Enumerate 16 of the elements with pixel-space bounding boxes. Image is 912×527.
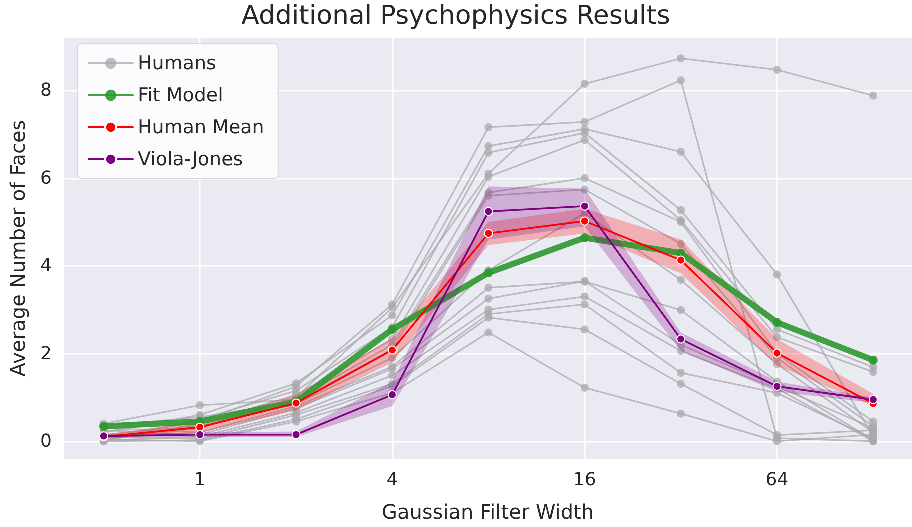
legend-label: Viola-Jones: [138, 148, 244, 170]
y-tick-label: 2: [40, 343, 52, 364]
x-tick-label: 64: [766, 470, 789, 490]
y-tick-label: 4: [40, 256, 52, 277]
y-axis-title: Average Number of Faces: [6, 120, 30, 377]
legend-label: Human Mean: [138, 116, 264, 138]
x-tick-label: 1: [194, 470, 206, 490]
y-tick-label: 8: [40, 80, 52, 102]
legend-label: Fit Model: [138, 84, 224, 106]
x-axis-title: Gaussian Filter Width: [382, 500, 594, 524]
y-tick-label: 0: [40, 430, 52, 452]
chart-title: Additional Psychophysics Results: [242, 1, 670, 31]
x-tick-label: 4: [386, 470, 398, 490]
legend-label: Humans: [138, 52, 216, 74]
x-tick-label: 16: [573, 470, 596, 490]
y-tick-label: 6: [40, 168, 52, 189]
